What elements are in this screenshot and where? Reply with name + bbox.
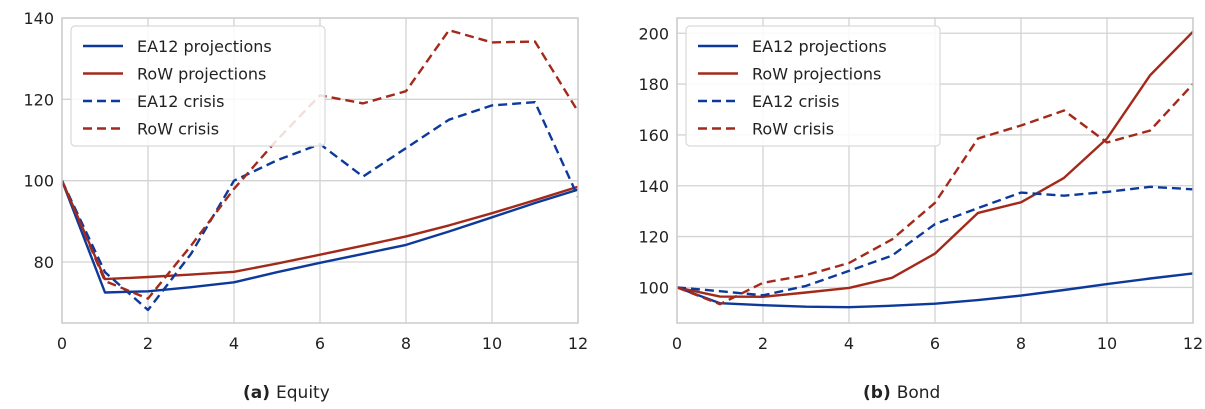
bond-legend-label-3: RoW crisis [752,120,834,139]
bond-series-line-1 [677,30,1193,298]
equity-legend-label-0: EA12 projections [137,37,272,56]
bond-x-tick-label: 12 [1183,334,1203,353]
bond-series-group [677,30,1193,309]
equity-x-tick-label: 0 [57,334,67,353]
equity-x-tick-label: 10 [482,334,502,353]
caption-bond-text: Bond [896,383,941,403]
bond-x-tick-label: 6 [930,334,940,353]
bond-y-tick-label: 180 [638,75,669,94]
equity-x-tick-label: 8 [401,334,411,353]
bond-chart: 0 2 4 6 8 10 12 100 120 140 160 180 200 EA12 projecti… [638,17,1203,353]
caption-bond-label: (b) [863,383,891,403]
equity-y-tick-label: 140 [23,9,54,28]
equity-x-tick-label: 4 [229,334,239,353]
caption-equity: (a) Equity [243,383,330,403]
equity-legend-label-3: RoW crisis [137,120,219,139]
bond-series-line-3 [677,83,1193,306]
caption-equity-label: (a) [243,383,271,403]
bond-y-tick-label: 140 [638,177,669,196]
bond-legend-label-0: EA12 projections [752,37,887,56]
equity-legend-label-1: RoW projections [137,65,266,84]
equity-legend: EA12 projections RoW projections EA12 cris… [70,25,326,147]
bond-x-tick-label: 8 [1016,334,1026,353]
equity-series-line-0 [62,180,578,294]
bond-x-tick-label: 4 [844,334,854,353]
equity-series-line-1 [62,180,578,281]
equity-x-tick-label: 6 [315,334,325,353]
equity-legend-label-2: EA12 crisis [137,92,224,111]
bond-legend: EA12 projections RoW projections EA12 cris… [685,25,941,147]
equity-x-tick-label: 12 [568,334,588,353]
bond-legend-label-1: RoW projections [752,65,881,84]
caption-equity-text: Equity [276,383,330,403]
bond-plot-frame [676,17,1194,324]
bond-series-line-0 [677,272,1193,309]
bond-y-tick-label: 160 [638,126,669,145]
bond-series-line-2 [677,185,1193,297]
equity-plot-frame [61,17,579,324]
bond-y-tick-label: 100 [638,278,669,297]
equity-y-tick-label: 100 [23,172,54,191]
bond-x-tick-label: 2 [758,334,768,353]
equity-x-tick-label: 2 [143,334,153,353]
equity-legend-box [70,25,326,147]
caption-bond: (b) Bond [863,383,940,403]
bond-x-tick-label: 10 [1097,334,1117,353]
bond-y-tick-label: 200 [638,24,669,43]
equity-y-tick-label: 80 [34,253,54,272]
bond-legend-box [685,25,941,147]
equity-y-tick-label: 120 [23,90,54,109]
bond-x-tick-label: 0 [672,334,682,353]
equity-chart: 0 2 4 6 8 10 12 80 100 120 140 EA12 projections RoW … [23,9,588,353]
bond-legend-label-2: EA12 crisis [752,92,839,111]
bond-y-tick-label: 120 [638,228,669,247]
